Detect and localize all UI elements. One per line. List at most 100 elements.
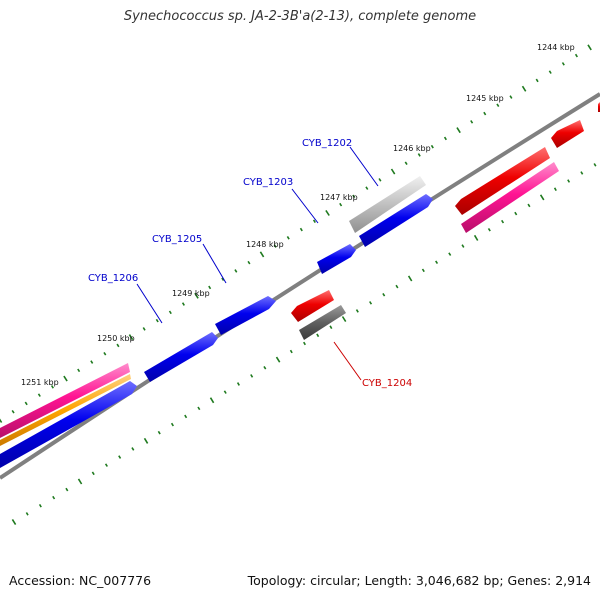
genome-backbone — [0, 92, 600, 480]
gene-forward[interactable] — [0, 381, 137, 468]
tick-mark — [509, 95, 513, 99]
tick-mark — [11, 518, 17, 526]
tick-mark — [168, 310, 172, 315]
tick-mark — [38, 503, 42, 508]
gene-cyb1202[interactable] — [349, 176, 426, 233]
tick-mark — [448, 252, 452, 256]
kbp-label: 1248 kbp — [246, 240, 284, 249]
lower-tick-row — [11, 163, 597, 526]
tick-mark — [539, 194, 545, 201]
tick-mark — [316, 333, 320, 338]
tick-mark — [263, 365, 267, 370]
tick-mark — [131, 447, 135, 451]
tick-mark — [355, 309, 359, 313]
tick-mark — [435, 260, 439, 265]
kbp-label: 1247 kbp — [320, 193, 358, 202]
tick-mark — [91, 471, 95, 476]
leader-line — [333, 341, 362, 381]
tick-mark — [90, 360, 94, 364]
leader-line — [349, 146, 379, 187]
rna-feature[interactable] — [461, 162, 559, 233]
tick-mark — [535, 78, 539, 83]
upper-tick-row — [0, 44, 592, 423]
tick-mark — [417, 153, 421, 157]
tick-mark — [77, 478, 83, 485]
kbp-label: 1244 kbp — [537, 43, 575, 52]
tick-mark — [421, 268, 425, 273]
tick-mark — [65, 487, 69, 492]
gene-cyb1204[interactable] — [299, 305, 346, 340]
tick-mark — [473, 234, 479, 241]
tick-mark — [561, 62, 565, 66]
tick-mark — [369, 301, 373, 305]
gene-label-cyb1202[interactable]: CYB_1202 — [302, 138, 352, 149]
tick-mark — [341, 316, 347, 323]
tick-mark — [286, 235, 290, 240]
gene-forward[interactable] — [359, 194, 433, 247]
tick-mark — [116, 343, 120, 348]
kbp-label: 1251 kbp — [21, 378, 59, 387]
gene-label-cyb1204[interactable]: CYB_1204 — [362, 378, 412, 389]
kbp-label: 1250 kbp — [97, 334, 135, 343]
gene-reverse[interactable] — [455, 147, 550, 215]
tick-mark — [501, 219, 505, 224]
gene-cyb1206[interactable] — [144, 332, 218, 382]
tick-mark — [273, 244, 277, 248]
misc-feature[interactable] — [0, 374, 131, 446]
tick-mark — [142, 327, 146, 331]
leader-line — [136, 283, 163, 324]
gene-reverse[interactable] — [291, 290, 334, 322]
rna-feature[interactable] — [0, 363, 130, 438]
tick-mark — [289, 349, 293, 354]
tick-mark — [456, 127, 461, 134]
tick-mark — [404, 161, 408, 166]
tick-mark — [234, 269, 238, 273]
map-title: Synechococcus sp. JA-2-3B'a(2-13), compl… — [123, 9, 477, 24]
tick-mark — [430, 144, 434, 149]
tick-mark — [483, 111, 487, 116]
tick-mark — [496, 103, 500, 108]
tick-mark — [470, 120, 474, 124]
tick-mark — [567, 179, 571, 183]
tick-mark — [587, 44, 592, 51]
tick-mark — [197, 406, 201, 411]
gene-label-cyb1206[interactable]: CYB_1206 — [88, 273, 138, 284]
tick-mark — [303, 341, 306, 346]
tick-mark — [593, 163, 597, 167]
tick-mark — [181, 302, 185, 306]
tick-mark — [52, 495, 56, 500]
tick-mark — [194, 292, 199, 299]
kbp-label: 1245 kbp — [466, 94, 504, 103]
tick-mark — [170, 422, 174, 427]
gene-reverse[interactable] — [551, 120, 584, 148]
tick-mark — [299, 227, 303, 232]
tick-mark — [11, 409, 15, 414]
tick-mark — [50, 385, 54, 389]
tick-mark — [155, 318, 159, 323]
gene-label-cyb1205[interactable]: CYB_1205 — [152, 234, 202, 245]
tick-mark — [104, 463, 108, 467]
tick-mark — [25, 512, 29, 516]
tick-mark — [209, 397, 215, 404]
tick-mark — [275, 356, 281, 363]
tick-mark — [157, 430, 161, 435]
tick-mark — [77, 368, 81, 373]
tick-mark — [514, 211, 518, 216]
tick-mark — [390, 168, 396, 175]
gene-cyb1205[interactable] — [215, 296, 276, 335]
tick-mark — [0, 418, 3, 423]
tick-mark — [395, 284, 399, 289]
tick-mark — [329, 325, 333, 329]
tick-mark — [128, 334, 134, 341]
tick-mark — [365, 186, 369, 190]
tick-mark — [250, 374, 254, 378]
gene-label-cyb1203[interactable]: CYB_1203 — [243, 177, 293, 188]
gene-cyb1203[interactable] — [317, 244, 356, 274]
tick-mark — [221, 277, 225, 282]
tick-mark — [118, 455, 122, 459]
tick-mark — [24, 401, 28, 406]
genome-summary-text: Topology: circular; Length: 3,046,682 bp… — [247, 573, 591, 588]
accession-text: Accession: NC_007776 — [9, 573, 152, 588]
tick-mark — [37, 393, 41, 397]
